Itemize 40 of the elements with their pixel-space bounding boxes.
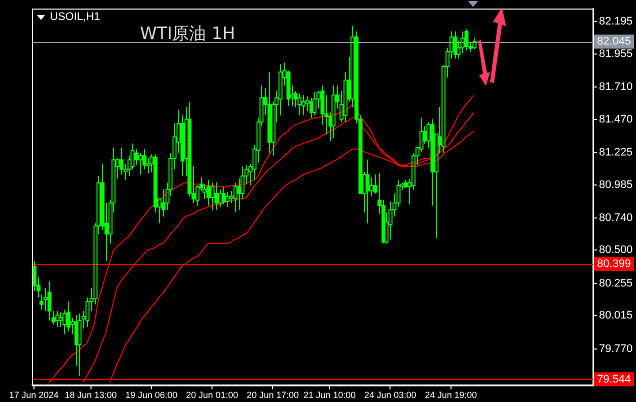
candlestick — [312, 92, 316, 116]
x-tick-label: 18 Jun 13:00 — [64, 390, 117, 400]
candlestick — [302, 94, 306, 116]
y-tick-label: 81.470 — [599, 113, 633, 126]
candlestick — [234, 182, 238, 213]
ref-line-label: 82.045 — [597, 36, 631, 48]
candlestick — [230, 190, 234, 204]
y-tick-label: 82.195 — [599, 15, 633, 28]
candlestick — [56, 310, 60, 328]
candlestick — [420, 117, 424, 152]
text: WTI原油 1H — [140, 23, 236, 45]
ref-line-label: 80.399 — [597, 258, 631, 270]
x-tick-label: 21 Jun 10:00 — [304, 390, 356, 400]
y-tick-label: 81.710 — [599, 80, 633, 93]
x-tick-label: 20 Jun 17:00 — [246, 390, 299, 400]
x-tick-label: 24 Jun 19:00 — [424, 390, 477, 400]
chart-subtitle: USOIL,H1 — [50, 11, 100, 23]
candlestick — [62, 309, 66, 334]
x-tick-label: 19 Jun 06:00 — [125, 390, 178, 400]
x-tick-label: 24 Jun 03:00 — [364, 390, 416, 400]
candlestick — [58, 312, 62, 328]
candlestick — [138, 152, 142, 176]
y-tick-label: 80.255 — [599, 277, 633, 290]
ref-line-label: 79.544 — [597, 373, 631, 386]
candlestick — [332, 85, 336, 139]
candlestick — [78, 313, 82, 376]
y-tick-label: 80.985 — [599, 178, 633, 191]
candlestick — [210, 182, 214, 210]
x-tick-label: 17 Jun 2024 — [9, 390, 59, 400]
candlestick — [298, 93, 302, 116]
candlestick — [226, 192, 230, 208]
y-tick-label: 79.770 — [599, 342, 633, 355]
y-tick-label: 81.225 — [599, 146, 633, 158]
y-tick-label: 80.015 — [599, 310, 633, 322]
y-tick-label: 80.500 — [599, 244, 633, 256]
candlestick — [370, 176, 374, 197]
x-tick-label: 20 Jun 01:00 — [186, 390, 238, 400]
candlestick — [44, 288, 48, 312]
y-tick-label: 81.955 — [599, 48, 633, 60]
y-tick-label: 80.740 — [599, 212, 633, 224]
